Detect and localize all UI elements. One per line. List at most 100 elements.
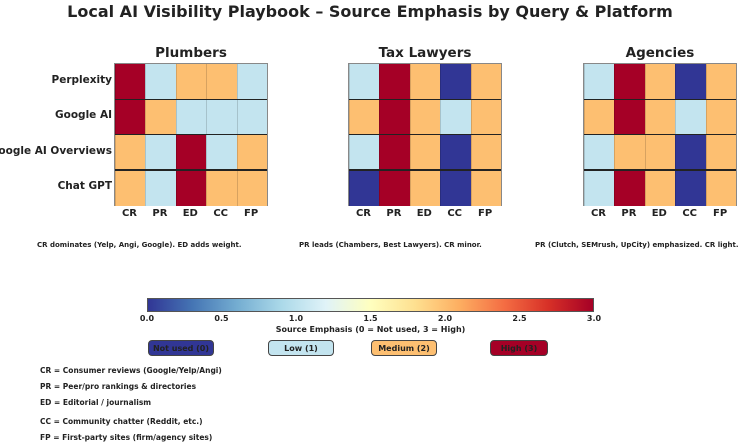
heatmap-cell bbox=[584, 99, 615, 135]
heatmap-cell bbox=[705, 169, 737, 206]
heatmap-cell bbox=[440, 64, 472, 100]
heatmap-cell bbox=[675, 64, 707, 100]
x-tick-label: ED bbox=[416, 208, 432, 219]
definition-item: FP = First-party sites (firm/agency site… bbox=[40, 433, 213, 442]
heatmap-cell bbox=[584, 134, 615, 171]
heatmap-cell bbox=[614, 169, 646, 206]
heatmap-cell bbox=[409, 99, 441, 135]
colorbar-tick-label: 3.0 bbox=[586, 314, 602, 323]
heatmap-cell bbox=[206, 64, 238, 100]
x-tick-label: ED bbox=[651, 208, 667, 219]
heatmap-cell bbox=[440, 134, 472, 171]
heatmap-cell bbox=[705, 64, 737, 100]
heatmap-cell bbox=[614, 134, 646, 171]
definition-item: CR = Consumer reviews (Google/Yelp/Angi) bbox=[40, 366, 222, 375]
x-tick-label: CR bbox=[121, 208, 138, 219]
heatmap-grid bbox=[114, 63, 268, 206]
y-tick-label: Chat GPT bbox=[57, 180, 112, 193]
x-tick-label: CC bbox=[213, 208, 229, 219]
heatmap-grid bbox=[583, 63, 737, 206]
row-separator bbox=[349, 169, 501, 171]
heatmap-cell bbox=[349, 169, 380, 206]
panel-title: Agencies bbox=[625, 45, 695, 61]
heatmap-cell bbox=[470, 169, 502, 206]
colorbar-tick-label: 0.5 bbox=[214, 314, 229, 323]
definition-item: CC = Community chatter (Reddit, etc.) bbox=[40, 417, 203, 426]
heatmap-cell bbox=[206, 134, 238, 171]
heatmap-cell bbox=[675, 134, 707, 171]
heatmap-cell bbox=[470, 134, 502, 171]
panel-title: Tax Lawyers bbox=[378, 45, 472, 61]
heatmap-cell bbox=[236, 64, 268, 100]
heatmap-cell bbox=[644, 169, 676, 206]
x-tick-label: FP bbox=[713, 208, 728, 219]
y-tick-label: Perplexity bbox=[51, 74, 112, 86]
y-tick-label: Google AI Overviews bbox=[0, 144, 112, 157]
heatmap-cell bbox=[675, 169, 707, 206]
x-tick-label: FP bbox=[244, 208, 259, 219]
definition-item: ED = Editorial / journalism bbox=[40, 398, 152, 407]
legend-item: High (3) bbox=[490, 340, 548, 356]
heatmap-cell bbox=[175, 134, 207, 171]
heatmap-cell bbox=[470, 99, 502, 135]
row-separator bbox=[115, 169, 267, 171]
definition-item: PR = Peer/pro rankings & directories bbox=[40, 382, 197, 391]
heatmap-cell bbox=[379, 169, 411, 206]
heatmap-cell bbox=[409, 64, 441, 100]
chart-title: Local AI Visibility Playbook – Source Em… bbox=[67, 2, 673, 21]
heatmap-cell bbox=[145, 64, 177, 100]
row-separator bbox=[349, 98, 501, 100]
x-tick-label: CC bbox=[447, 208, 463, 219]
heatmap-cell bbox=[175, 64, 207, 100]
heatmap-cell bbox=[206, 169, 238, 206]
panel-note: PR leads (Chambers, Best Lawyers). CR mi… bbox=[299, 241, 482, 249]
x-tick-label: PR bbox=[152, 208, 168, 219]
heatmap-cell bbox=[675, 99, 707, 135]
colorbar-tick-label: 2.0 bbox=[437, 314, 453, 323]
heatmap-cell bbox=[409, 134, 441, 171]
colorbar-tick-label: 1.5 bbox=[363, 314, 378, 323]
colorbar bbox=[147, 298, 594, 312]
colorbar-tick-label: 0.0 bbox=[139, 314, 155, 323]
x-tick-label: PR bbox=[621, 208, 637, 219]
heatmap-cell bbox=[584, 169, 615, 206]
heatmap-cell bbox=[115, 99, 146, 135]
heatmap-cell bbox=[470, 64, 502, 100]
heatmap-cell bbox=[614, 64, 646, 100]
x-tick-label: CR bbox=[355, 208, 372, 219]
legend-item: Not used (0) bbox=[148, 340, 214, 356]
heatmap-cell bbox=[145, 99, 177, 135]
heatmap-cell bbox=[175, 169, 207, 206]
x-tick-label: CR bbox=[590, 208, 607, 219]
heatmap-cell bbox=[115, 64, 146, 100]
heatmap-cell bbox=[644, 99, 676, 135]
heatmap-cell bbox=[236, 134, 268, 171]
y-tick-label: Google AI bbox=[55, 109, 112, 122]
heatmap-cell bbox=[379, 134, 411, 171]
colorbar-tick-label: 2.5 bbox=[512, 314, 527, 323]
heatmap-cell bbox=[409, 169, 441, 206]
row-separator bbox=[115, 98, 267, 100]
row-separator bbox=[349, 133, 501, 136]
legend-item: Low (1) bbox=[268, 340, 334, 356]
heatmap-cell bbox=[705, 99, 737, 135]
heatmap-cell bbox=[644, 64, 676, 100]
heatmap-cell bbox=[115, 134, 146, 171]
heatmap-cell bbox=[440, 169, 472, 206]
row-separator bbox=[584, 98, 736, 100]
colorbar-label: Source Emphasis (0 = Not used, 3 = High) bbox=[275, 325, 466, 334]
x-tick-label: ED bbox=[182, 208, 198, 219]
heatmap-cell bbox=[644, 134, 676, 171]
heatmap-cell bbox=[145, 134, 177, 171]
panel-note: PR (Clutch, SEMrush, UpCity) emphasized.… bbox=[535, 241, 739, 249]
x-tick-label: PR bbox=[386, 208, 402, 219]
x-tick-label: CC bbox=[682, 208, 698, 219]
row-separator bbox=[584, 169, 736, 171]
heatmap-cell bbox=[349, 134, 380, 171]
heatmap-cell bbox=[175, 99, 207, 135]
heatmap-cell bbox=[236, 99, 268, 135]
heatmap-cell bbox=[440, 99, 472, 135]
heatmap-cell bbox=[145, 169, 177, 206]
heatmap-cell bbox=[705, 134, 737, 171]
heatmap-grid bbox=[348, 63, 502, 206]
